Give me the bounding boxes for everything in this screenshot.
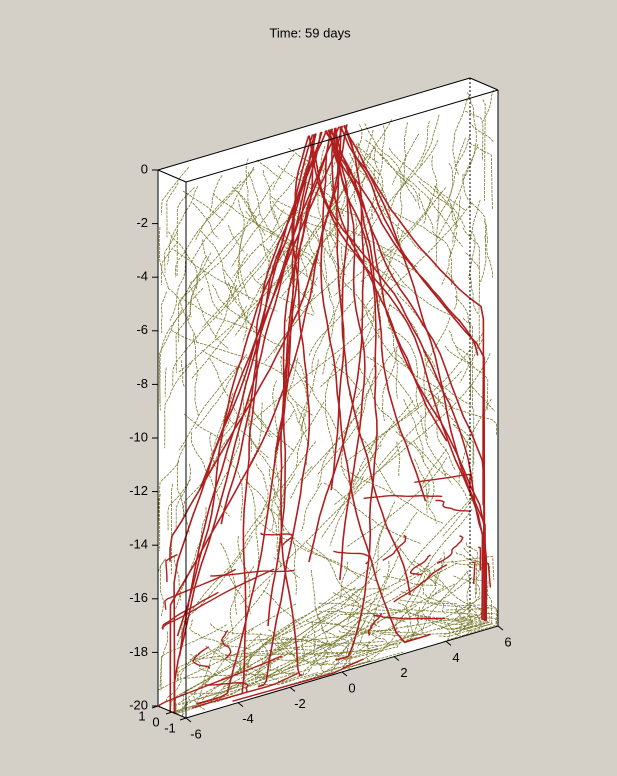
chart-title: Time: 59 days: [269, 25, 351, 40]
z-tick-label: -16: [129, 590, 148, 605]
x-tick-label: 4: [452, 650, 459, 665]
x-tick-label: 2: [400, 665, 407, 680]
y-tick-label: -1: [164, 720, 176, 735]
z-tick-label: -6: [136, 322, 148, 337]
z-tick-label: -14: [129, 537, 148, 552]
x-tick-label: -6: [190, 726, 202, 741]
z-tick-label: -8: [136, 376, 148, 391]
x-tick-label: -4: [242, 711, 254, 726]
z-tick-label: 0: [141, 161, 148, 176]
z-tick-label: -18: [129, 644, 148, 659]
x-tick-label: 6: [504, 634, 511, 649]
z-tick-label: -10: [129, 429, 148, 444]
chart: Time: 59 days 0-2-4-6-8-10-12-14-16-18-2…: [0, 0, 617, 776]
x-tick-label: 0: [348, 680, 355, 695]
z-tick-label: -12: [129, 483, 148, 498]
x-tick-label: -2: [294, 696, 306, 711]
y-tick-label: 1: [138, 708, 145, 723]
z-tick-label: -2: [136, 215, 148, 230]
y-tick-label: 0: [152, 714, 159, 729]
z-tick-label: -4: [136, 269, 148, 284]
